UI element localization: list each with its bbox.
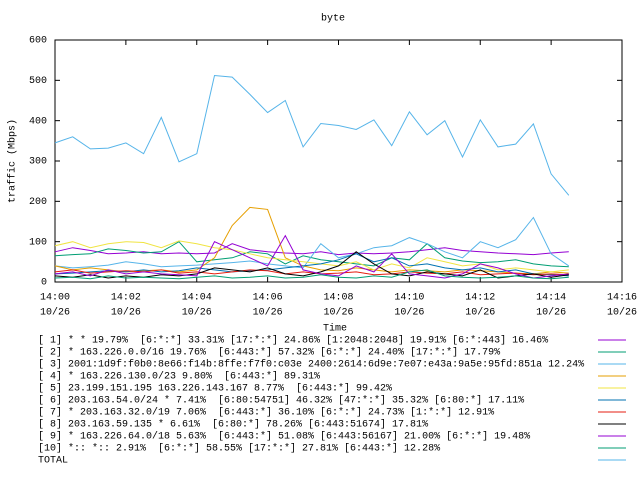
x-tick-label: 10/26 [394, 307, 424, 319]
legend-label: [ 3] 2001:1d9f:f0b0:8e66:f14b:8ffe:f7f0:… [38, 359, 584, 371]
legend-label: TOTAL [38, 456, 68, 467]
y-tick-label: 200 [29, 197, 47, 208]
x-tick-label: 14:10 [394, 293, 424, 304]
y-axis-label: traffic (Mbps) [7, 119, 19, 203]
x-axis-label: Time [323, 323, 347, 335]
legend-label: [ 2] * 163.226.0.0/16 19.76% [6:443:*] 5… [38, 347, 500, 359]
x-tick-label: 14:16 [607, 293, 637, 304]
x-tick-label: 14:00 [40, 293, 70, 304]
series-line [54, 216, 570, 269]
x-tick-label: 10/26 [465, 307, 495, 319]
x-tick-label: 10/26 [40, 307, 70, 319]
x-tick-label: 14:14 [536, 293, 566, 304]
y-tick-label: 500 [29, 76, 47, 87]
x-tick-label: 10/26 [323, 307, 353, 319]
legend-label: [ 5] 23.199.151.195 163.226.143.167 8.77… [38, 383, 392, 395]
series-line [54, 269, 569, 276]
y-tick-label: 600 [29, 36, 47, 47]
x-tick-label: 14:02 [111, 293, 141, 304]
legend-label: [ 7] * 203.163.32.0/19 7.06% [6:443:*] 3… [38, 407, 494, 419]
series-line [54, 241, 569, 268]
legend-label: [ 8] 203.163.59.135 * 6.61% [6:80:*] 78.… [38, 419, 428, 431]
x-tick-label: 14:04 [182, 293, 212, 304]
y-tick-label: 400 [29, 116, 47, 127]
series-line [54, 74, 570, 196]
x-tick-label: 10/26 [253, 307, 283, 319]
x-tick-label: 10/26 [607, 307, 637, 319]
legend-label: [ 1] * * 19.79% [6:*:*] 33.31% [17:*:*] … [38, 335, 548, 347]
series-line [54, 243, 569, 256]
series-line [54, 253, 569, 277]
x-tick-label: 14:12 [465, 293, 495, 304]
chart-title: byte [321, 13, 345, 25]
x-tick-label: 14:06 [253, 293, 283, 304]
x-tick-label: 10/26 [536, 307, 566, 319]
x-tick-label: 10/26 [182, 307, 212, 319]
legend-label: [ 6] 203.163.54.0/24 * 7.41% [6:80:54751… [38, 395, 524, 407]
legend-label: [ 9] * 163.226.64.0/18 5.63% [6:443:*] 5… [38, 431, 530, 443]
legend-label: [ 4] * 163.226.130.0/23 9.80% [6:443:*] … [38, 371, 320, 383]
x-tick-label: 10/26 [111, 307, 141, 319]
x-tick-label: 14:08 [323, 293, 353, 304]
y-tick-label: 300 [29, 157, 47, 168]
y-tick-label: 0 [41, 278, 47, 289]
series-line [54, 234, 569, 279]
y-tick-label: 100 [29, 237, 47, 248]
series-line [54, 269, 569, 280]
legend-label: [10] *:: *:: 2.91% [6:*:*] 58.55% [17:*:… [38, 443, 440, 455]
